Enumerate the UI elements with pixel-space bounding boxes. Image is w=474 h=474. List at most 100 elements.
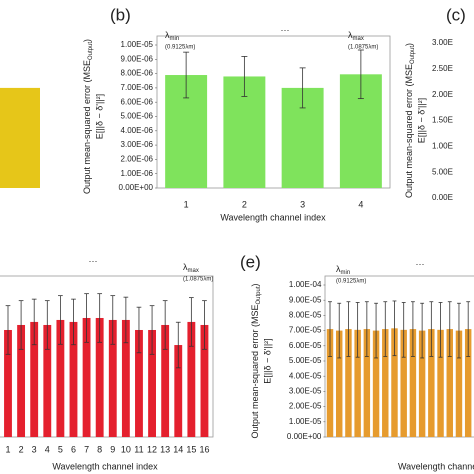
bar — [409, 329, 417, 437]
bar — [418, 330, 426, 437]
y-tick-label: 4.00E-06 — [121, 126, 154, 135]
y-tick-label: 1.50E — [432, 116, 453, 125]
y-tick-label: 1.00E — [432, 141, 453, 150]
x-tick-label: 5 — [58, 444, 63, 454]
x-tick-label: 16 — [199, 444, 209, 454]
y-axis-label-2: E[||δ − δ'||²] — [262, 338, 272, 383]
y-tick-label: 1.00E-06 — [121, 169, 154, 178]
y-axis-label-end: ) — [250, 283, 260, 286]
y-tick-label: 1.00E-04 — [289, 280, 322, 289]
bar — [82, 317, 91, 437]
annotation-sub: min — [170, 36, 180, 42]
y-tick-label: 5.00E — [432, 167, 453, 176]
bar — [363, 329, 371, 437]
annotation-symbol: ··· — [89, 256, 98, 266]
y-tick-label: 9.00E-05 — [289, 295, 322, 304]
y-axis-label-2: E[||δ − δ'||²] — [416, 98, 426, 143]
bar — [17, 324, 26, 437]
y-tick-label: 9.00E-06 — [121, 54, 154, 63]
bar — [161, 324, 170, 437]
annotation-symbol: ··· — [281, 25, 290, 35]
y-axis-label-sub: Output — [256, 286, 262, 304]
x-tick-label: 3 — [300, 199, 305, 209]
annotation-symbol: λ — [336, 264, 341, 274]
annotation-symbol: ··· — [416, 259, 425, 269]
bar — [437, 329, 444, 437]
annotation-note: (1.0875λm) — [348, 45, 378, 51]
bar — [200, 324, 209, 437]
bar — [95, 317, 104, 437]
y-axis-label: Output mean-squared error (MSEOutput) — [250, 283, 261, 438]
y-tick-label: 0.00E+00 — [119, 183, 154, 192]
x-tick-label: 7 — [84, 444, 89, 454]
annotation-symbol: λ — [165, 30, 170, 40]
x-tick-label: 11 — [134, 444, 143, 454]
x-tick-label: 6 — [71, 444, 76, 454]
bar — [391, 328, 398, 437]
bar — [326, 329, 334, 437]
annotation: λmin — [165, 30, 179, 41]
x-tick-label: 8 — [97, 444, 102, 454]
y-tick-label: 2.50E — [432, 64, 453, 73]
panel-label: (b) — [110, 5, 131, 24]
y-axis-label-sub: Output — [88, 42, 94, 60]
x-tick-label: 15 — [186, 444, 196, 454]
y-axis-label-end: ) — [82, 39, 92, 42]
y-axis-label-end: ) — [404, 43, 414, 46]
annotation-symbol: λ — [348, 30, 353, 40]
annotation-note: (0.9125λm) — [336, 279, 366, 285]
y-tick-label: 3.00E — [432, 38, 453, 47]
x-tick-label: 9 — [110, 444, 115, 454]
y-axis-label-2: E[||δ − δ'||²] — [94, 94, 104, 139]
annotation: λmin — [336, 264, 350, 275]
y-tick-label: 3.00E-06 — [121, 140, 154, 149]
y-tick-label: 8.00E-06 — [121, 69, 154, 78]
bar — [174, 345, 183, 437]
annotation: ··· — [281, 25, 290, 35]
bar — [354, 329, 361, 437]
y-tick-label: 0.00E+00 — [287, 432, 322, 441]
bar — [4, 329, 12, 437]
x-tick-label: 3 — [32, 444, 37, 454]
plot-frame — [0, 275, 214, 438]
x-tick-label: 14 — [173, 444, 183, 454]
annotation-sub: max — [353, 36, 364, 42]
x-tick-label: 12 — [147, 444, 157, 454]
annotation-note: (0.9125λm) — [165, 45, 195, 51]
annotation: ··· — [89, 256, 98, 266]
x-tick-label: 13 — [160, 444, 170, 454]
annotation: ··· — [416, 259, 425, 269]
bar — [56, 319, 65, 437]
bar — [43, 324, 52, 437]
y-tick-label: 5.00E-05 — [289, 356, 322, 365]
y-tick-label: 6.00E-05 — [289, 341, 322, 350]
x-tick-label: 2 — [19, 444, 24, 454]
bar — [455, 330, 463, 437]
y-axis-label-sub: Output — [410, 46, 416, 64]
bar — [464, 329, 472, 437]
bar — [446, 329, 453, 437]
bar — [148, 329, 156, 437]
annotation-sub: min — [341, 270, 351, 276]
y-tick-label: 7.00E-06 — [121, 83, 154, 92]
y-tick-label: 6.00E-06 — [121, 97, 154, 106]
bar — [0, 87, 40, 188]
annotation-sub: max — [188, 268, 199, 274]
y-tick-label: 4.00E-05 — [289, 371, 322, 380]
plot-frame — [156, 35, 391, 189]
bar — [69, 321, 78, 437]
x-tick-label: 10 — [121, 444, 131, 454]
x-tick-label: 2 — [242, 199, 247, 209]
x-axis-label: Wavelength channel index — [52, 461, 158, 471]
x-tick-label: 4 — [45, 444, 50, 454]
y-axis-label: Output mean-squared error (MSEOutput) — [82, 39, 93, 194]
bar — [382, 329, 389, 437]
panel-label: (e) — [240, 252, 261, 271]
y-axis-label-main: Output mean-squared error (MSE — [250, 304, 260, 438]
y-tick-label: 0.00E — [432, 193, 453, 202]
y-axis-label-main: Output mean-squared error (MSE — [404, 64, 414, 198]
y-tick-label: 7.00E-05 — [289, 326, 322, 335]
bar — [30, 321, 39, 437]
x-tick-label: 1 — [184, 199, 189, 209]
